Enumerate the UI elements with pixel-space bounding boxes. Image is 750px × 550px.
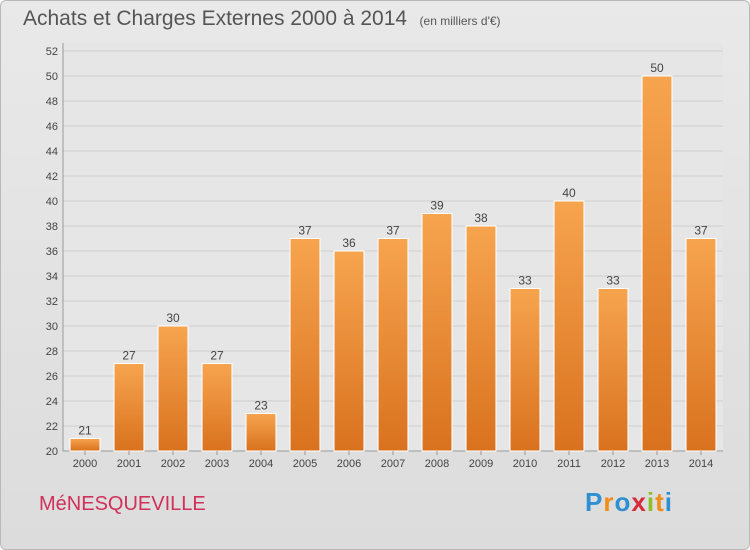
y-tick-label: 36	[46, 246, 58, 258]
chart-title-row: Achats et Charges Externes 2000 à 2014 (…	[23, 7, 501, 31]
bar	[641, 75, 673, 452]
y-tick-label: 32	[46, 296, 58, 308]
bar	[113, 363, 145, 452]
bar-value-label: 33	[606, 274, 620, 288]
bar-value-label: 40	[562, 186, 576, 200]
y-tick-label: 28	[46, 346, 58, 358]
bar-value-label: 38	[474, 211, 488, 225]
x-tick-label: 2003	[205, 458, 229, 470]
x-tick-label: 2012	[601, 458, 625, 470]
y-tick-label: 40	[46, 196, 58, 208]
proxiti-logo: Proxiti	[585, 487, 673, 518]
x-tick-label: 2011	[557, 458, 581, 470]
x-tick-label: 2006	[337, 458, 361, 470]
bar	[553, 200, 585, 452]
y-tick-label: 20	[46, 446, 58, 458]
x-tick-label: 2000	[73, 458, 97, 470]
y-tick-label: 26	[46, 371, 58, 383]
bar-value-label: 36	[342, 236, 356, 250]
x-tick-label: 2002	[161, 458, 185, 470]
y-tick-label: 52	[46, 46, 58, 58]
chart-title: Achats et Charges Externes 2000 à 2014	[23, 7, 408, 30]
x-tick-label: 2005	[293, 458, 317, 470]
bar-value-label: 30	[166, 311, 180, 325]
bar-value-label: 37	[694, 224, 708, 238]
x-tick-label: 2013	[645, 458, 669, 470]
y-tick-label: 24	[46, 396, 58, 408]
bar	[201, 363, 233, 452]
bar	[333, 250, 365, 452]
chart-unit-label: (en milliers d'€)	[419, 14, 501, 28]
proxiti-logo-letter: r	[603, 487, 615, 517]
bar-value-label: 37	[298, 224, 312, 238]
proxiti-logo-letter: P	[585, 487, 604, 517]
proxiti-logo-letter: o	[614, 487, 632, 517]
y-tick-label: 22	[46, 421, 58, 433]
bar-value-label: 27	[210, 349, 224, 363]
y-tick-label: 46	[46, 121, 58, 133]
x-tick-label: 2014	[689, 458, 713, 470]
y-tick-label: 48	[46, 96, 58, 108]
bar-value-label: 21	[78, 424, 92, 438]
y-tick-label: 42	[46, 171, 58, 183]
bar	[289, 238, 321, 452]
proxiti-logo-letter: t	[655, 487, 665, 517]
proxiti-logo-letter: i	[664, 487, 673, 517]
bar	[377, 238, 409, 452]
x-tick-label: 2010	[513, 458, 537, 470]
bar	[245, 413, 277, 452]
bar	[421, 213, 453, 452]
bar	[597, 288, 629, 452]
x-tick-label: 2009	[469, 458, 493, 470]
bar-value-label: 33	[518, 274, 532, 288]
x-tick-label: 2001	[117, 458, 141, 470]
bar	[685, 238, 717, 452]
proxiti-logo-letter: x	[631, 487, 647, 517]
commune-name: MéNESQUEVILLE	[39, 493, 206, 515]
y-tick-label: 50	[46, 71, 58, 83]
bar-value-label: 39	[430, 199, 444, 213]
y-tick-label: 34	[46, 271, 58, 283]
x-tick-label: 2007	[381, 458, 405, 470]
bar	[465, 225, 497, 452]
bar-value-label: 23	[254, 399, 268, 413]
x-tick-label: 2008	[425, 458, 449, 470]
proxiti-logo-letter: i	[646, 487, 656, 517]
y-tick-label: 38	[46, 221, 58, 233]
bar-value-label: 37	[386, 224, 400, 238]
bar	[509, 288, 541, 452]
y-tick-label: 30	[46, 321, 58, 333]
x-tick-label: 2004	[249, 458, 273, 470]
bar-value-label: 27	[122, 349, 136, 363]
bar	[69, 438, 101, 452]
y-tick-label: 44	[46, 146, 58, 158]
bar	[157, 325, 189, 452]
bar-value-label: 50	[650, 61, 664, 75]
